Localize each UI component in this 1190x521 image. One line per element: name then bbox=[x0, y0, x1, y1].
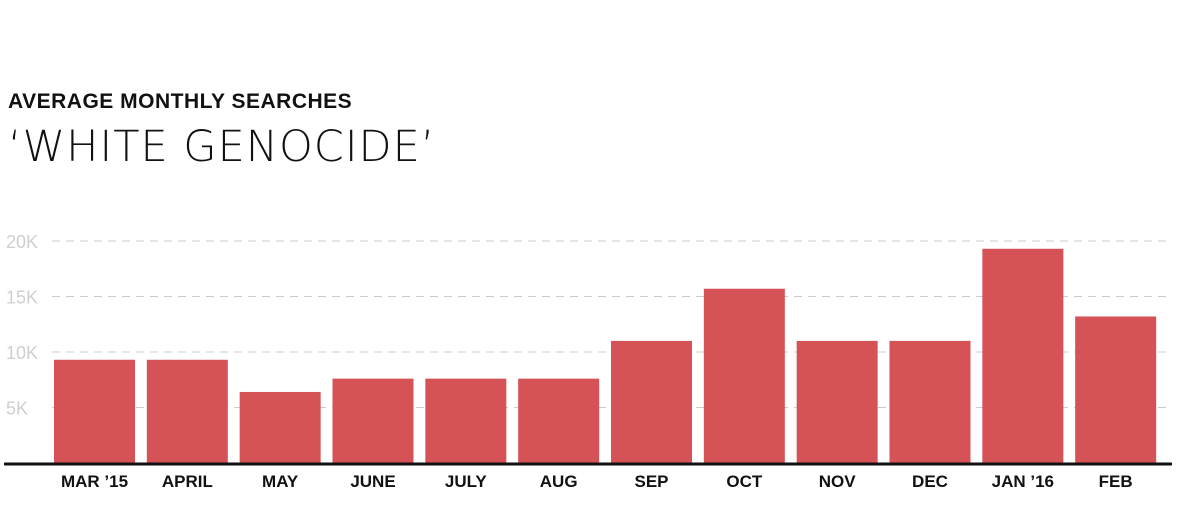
chart-subtitle: AVERAGE MONTHLY SEARCHES bbox=[8, 90, 353, 113]
bar-1 bbox=[54, 359, 135, 463]
bar-5 bbox=[425, 378, 507, 463]
y-tick-label: 10K bbox=[6, 343, 38, 363]
bar-11 bbox=[982, 248, 1064, 463]
y-tick-label: 15K bbox=[6, 288, 38, 308]
x-tick-label: APRIL bbox=[162, 472, 213, 491]
bar-3 bbox=[239, 391, 321, 463]
x-tick-label: MAR ’15 bbox=[61, 472, 128, 491]
x-tick-label: JULY bbox=[445, 472, 488, 491]
x-tick-label: MAY bbox=[262, 472, 299, 491]
bar-12 bbox=[1075, 316, 1157, 463]
x-tick-label: JUNE bbox=[350, 472, 395, 491]
bar-7 bbox=[611, 340, 692, 463]
x-tick-label: SEP bbox=[634, 472, 668, 491]
x-tick-label: AUG bbox=[540, 472, 578, 491]
bar-6 bbox=[518, 378, 600, 463]
x-tick-label: FEB bbox=[1099, 472, 1133, 491]
chart-title: ‘WHITE GENOCIDE’ bbox=[8, 122, 436, 172]
bar-9 bbox=[796, 340, 878, 463]
x-tick-label: NOV bbox=[819, 472, 857, 491]
bar-10 bbox=[889, 340, 971, 463]
x-tick-label: OCT bbox=[726, 472, 763, 491]
y-tick-label: 5K bbox=[6, 399, 28, 419]
y-tick-label: 20K bbox=[6, 232, 38, 252]
bar-8 bbox=[703, 288, 785, 463]
x-tick-label: DEC bbox=[912, 472, 948, 491]
bar-2 bbox=[146, 359, 228, 463]
bar-4 bbox=[332, 378, 414, 463]
x-tick-label: JAN ’16 bbox=[992, 472, 1054, 491]
